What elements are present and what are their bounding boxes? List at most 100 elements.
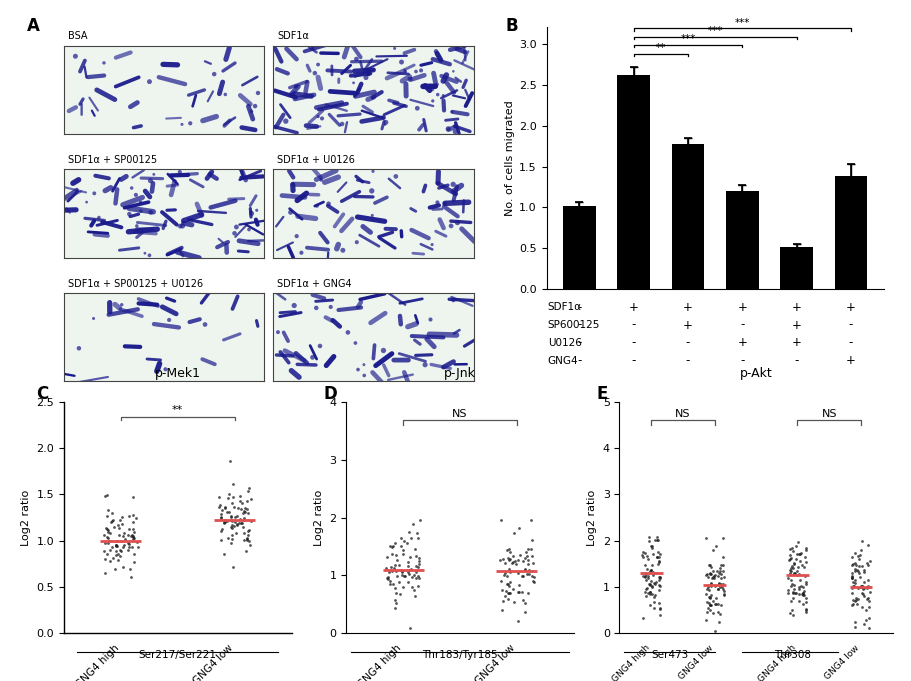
Point — [228, 516, 242, 527]
Point — [783, 554, 797, 565]
Point — [108, 540, 123, 551]
Point — [134, 206, 148, 217]
Point — [704, 579, 719, 590]
Point — [113, 514, 128, 525]
Point — [97, 567, 112, 578]
Point — [708, 599, 722, 609]
Point — [220, 493, 235, 504]
Point — [118, 533, 132, 544]
Point — [784, 578, 799, 589]
Point — [240, 503, 254, 514]
Point — [785, 586, 800, 597]
Point — [715, 560, 730, 571]
Point — [698, 569, 712, 580]
Point — [120, 538, 135, 549]
Point — [351, 364, 365, 375]
Point — [411, 533, 425, 543]
Text: Ser217/Ser221: Ser217/Ser221 — [138, 650, 217, 661]
Point — [846, 599, 861, 609]
Point — [788, 540, 803, 551]
Point — [861, 593, 875, 604]
Point — [236, 507, 251, 518]
Text: -: - — [794, 354, 799, 367]
Point — [859, 605, 874, 616]
Point — [862, 595, 876, 606]
Point — [501, 544, 516, 555]
Text: Thr308: Thr308 — [774, 650, 811, 661]
Title: p-Mek1: p-Mek1 — [155, 367, 200, 380]
Point — [379, 117, 394, 128]
Point — [412, 553, 426, 564]
Bar — [726, 191, 759, 289]
Point — [783, 563, 798, 573]
Point — [848, 563, 863, 574]
Point — [113, 550, 128, 561]
Point — [396, 571, 411, 582]
Point — [645, 582, 660, 593]
Point — [499, 578, 514, 589]
Point — [175, 221, 189, 232]
Point — [708, 625, 722, 636]
Point — [102, 536, 117, 547]
Point — [643, 600, 658, 611]
Point — [411, 562, 425, 573]
Point — [714, 579, 729, 590]
Point — [799, 605, 814, 616]
Text: A: A — [27, 17, 40, 35]
Point — [503, 565, 517, 576]
Point — [716, 579, 731, 590]
Point — [116, 531, 130, 542]
Point — [855, 580, 869, 591]
Point — [214, 512, 229, 523]
Point — [855, 582, 869, 592]
Point — [516, 595, 530, 606]
Point — [450, 217, 465, 228]
Point — [647, 592, 661, 603]
Point — [857, 582, 872, 593]
Point — [799, 604, 814, 615]
Text: ***: *** — [734, 18, 750, 28]
Point — [392, 577, 406, 588]
Point — [708, 581, 722, 592]
Point — [857, 564, 872, 575]
Point — [503, 588, 517, 599]
Point — [510, 554, 525, 565]
Point — [701, 591, 716, 602]
Text: SDF1α: SDF1α — [277, 31, 309, 41]
Point — [502, 554, 517, 565]
Point — [225, 533, 240, 544]
Bar — [834, 176, 867, 289]
Point — [410, 103, 425, 114]
Point — [706, 545, 721, 556]
Point — [638, 571, 652, 582]
Point — [305, 42, 320, 53]
Point — [425, 84, 439, 95]
Point — [717, 588, 732, 599]
Point — [520, 554, 535, 565]
Point — [225, 561, 240, 572]
Point — [785, 605, 800, 616]
Point — [792, 537, 806, 548]
Point — [394, 532, 408, 543]
Point — [506, 556, 520, 567]
Point — [785, 592, 800, 603]
Point — [647, 597, 661, 607]
Point — [507, 528, 522, 539]
Point — [499, 544, 514, 555]
Point — [396, 535, 411, 546]
Point — [101, 537, 116, 548]
Point — [143, 175, 158, 186]
Point — [844, 572, 859, 583]
Point — [799, 597, 814, 607]
Point — [232, 513, 247, 524]
Point — [212, 500, 227, 511]
Point — [398, 571, 413, 582]
Point — [855, 602, 869, 613]
Point — [400, 567, 415, 577]
Point — [418, 360, 433, 370]
Text: -: - — [686, 354, 691, 367]
Point — [108, 545, 123, 556]
Point — [653, 602, 668, 613]
Point — [525, 550, 539, 561]
Point — [786, 563, 801, 573]
